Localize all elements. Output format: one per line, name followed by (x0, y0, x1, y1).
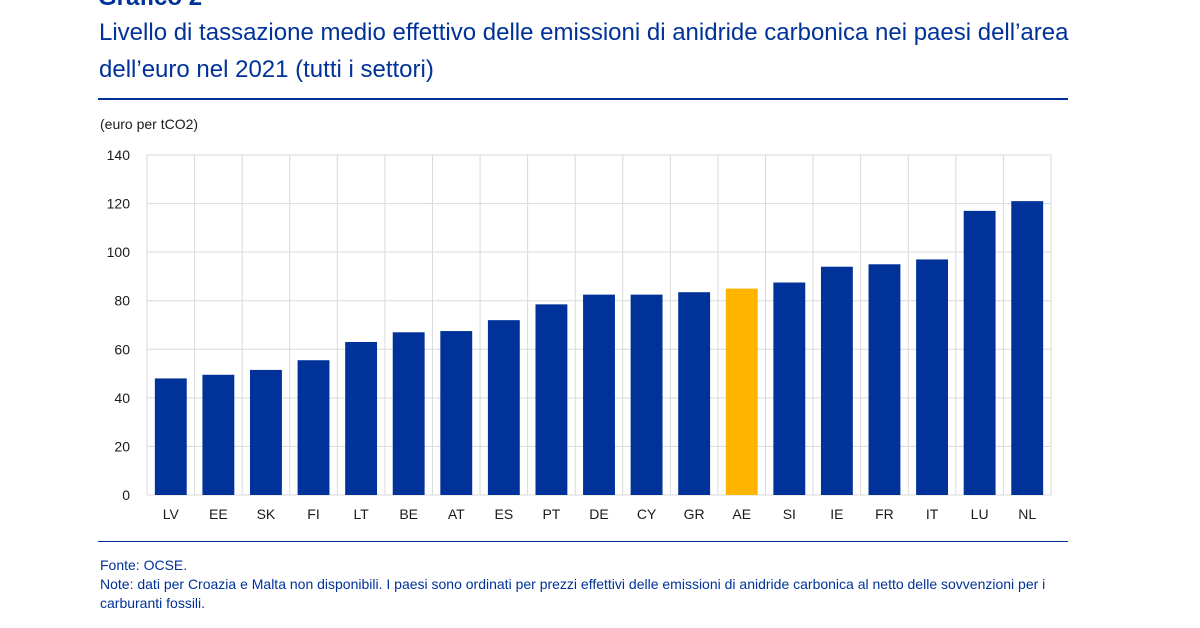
bar-de (583, 294, 615, 495)
bar-at (440, 331, 473, 495)
bar-it (916, 259, 948, 495)
x-tick-label: SK (257, 506, 276, 522)
x-tick-label: AE (732, 506, 751, 522)
bar-gr (678, 292, 711, 495)
x-tick-label: IE (830, 506, 843, 522)
x-tick-label: IT (926, 506, 939, 522)
chart-number: Grafico 2 (98, 0, 202, 12)
bottom-divider (98, 541, 1068, 542)
x-tick-label: SI (783, 506, 796, 522)
x-tick-label: LT (353, 506, 369, 522)
footnotes: Fonte: OCSE. Note: dati per Croazia e Ma… (100, 556, 1060, 613)
bar-ae (725, 288, 758, 495)
x-tick-label: FR (875, 506, 894, 522)
y-tick-label: 80 (114, 293, 130, 309)
bar-fi (297, 360, 330, 495)
bar-ie (820, 266, 853, 495)
x-tick-label: ES (494, 506, 513, 522)
x-tick-labels: LV EE SK FI LT BE AT ES PT DE CY GR AE SI IE FR IT LU NL (163, 506, 1037, 522)
y-axis-unit-label: (euro per tCO2) (100, 116, 199, 132)
x-tick-label: AT (448, 506, 465, 522)
bar-ee (202, 374, 235, 495)
x-tick-label: DE (589, 506, 608, 522)
methodology-note: Note: dati per Croazia e Malta non dispo… (100, 576, 1046, 611)
bar-si (773, 282, 806, 495)
top-divider (98, 98, 1068, 100)
y-tick-label: 40 (114, 390, 130, 406)
bar-es (487, 320, 520, 495)
bar-lt (345, 342, 378, 495)
bar-lu (963, 210, 996, 495)
x-tick-label: NL (1018, 506, 1036, 522)
bar-pt (535, 304, 568, 495)
x-tick-label: GR (684, 506, 705, 522)
bar-be (392, 332, 425, 495)
y-tick-label: 60 (114, 341, 130, 357)
x-tick-label: EE (209, 506, 228, 522)
x-tick-label: LV (163, 506, 180, 522)
x-tick-label: BE (399, 506, 418, 522)
x-tick-label: LU (971, 506, 989, 522)
x-tick-label: FI (307, 506, 319, 522)
bar-lv (154, 378, 187, 495)
y-tick-label: 120 (107, 196, 131, 212)
chart-title: Livello di tassazione medio effettivo de… (99, 19, 1069, 83)
y-tick-label: 100 (107, 244, 131, 260)
bar-nl (1011, 201, 1044, 495)
x-tick-label: PT (542, 506, 560, 522)
y-tick-label: 20 (114, 438, 130, 454)
bars (154, 201, 1044, 495)
bar-fr (868, 264, 901, 495)
bar-cy (630, 294, 663, 495)
y-tick-label: 140 (107, 147, 131, 163)
bar-sk (250, 369, 282, 495)
y-tick-labels: 0 20 40 60 80 100 120 140 (107, 147, 131, 503)
y-tick-label: 0 (122, 487, 130, 503)
source-note: Fonte: OCSE. (100, 557, 188, 573)
x-tick-label: CY (637, 506, 657, 522)
